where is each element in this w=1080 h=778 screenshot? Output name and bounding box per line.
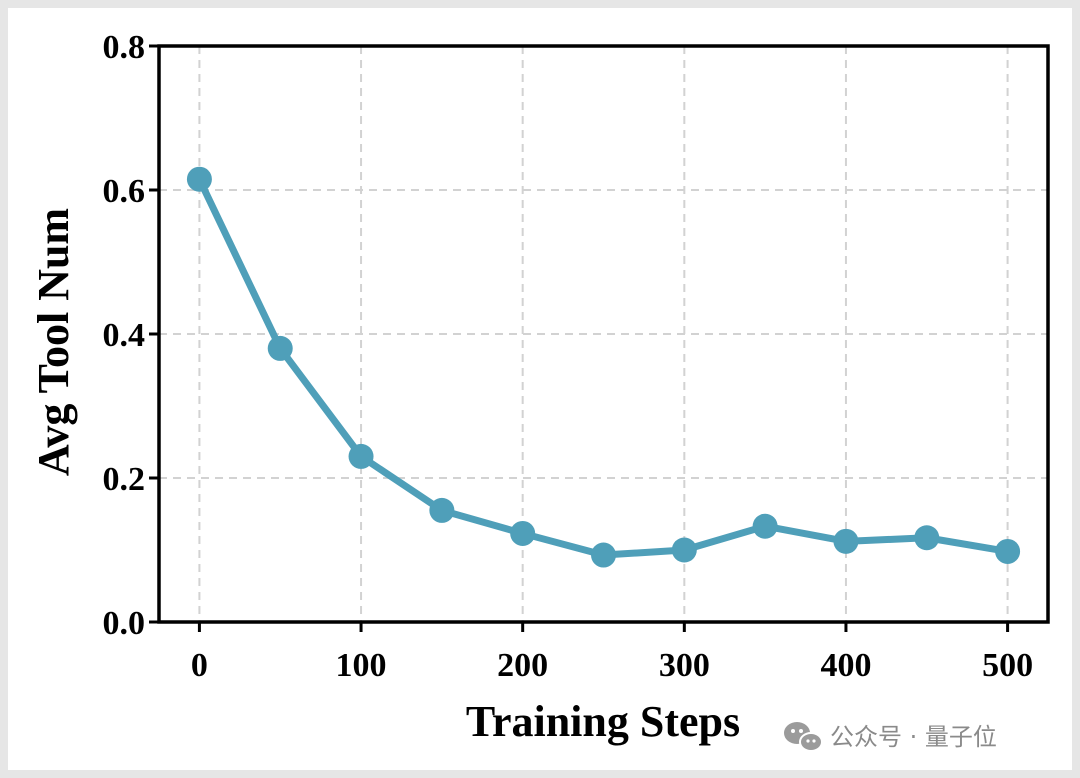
y-axis-title: Avg Tool Num	[29, 208, 78, 476]
data-point	[752, 513, 778, 539]
watermark: 公众号 · 量子位	[784, 722, 997, 752]
series-layer	[186, 166, 1021, 568]
data-point	[348, 443, 374, 469]
data-point	[510, 520, 536, 546]
x-tick-label: 500	[982, 647, 1033, 684]
y-tick-label: 0.6	[103, 173, 146, 210]
data-point	[591, 542, 616, 568]
figure-frame: 0 100 200 300 400 500 0.0 0.2 0.4 0.6 0.8 Trainin…	[8, 8, 1072, 770]
y-axis-ticks: 0.0 0.2 0.4 0.6 0.8	[103, 29, 159, 642]
x-tick-label: 400	[820, 647, 871, 684]
y-tick-label: 0.2	[103, 461, 146, 498]
data-point	[914, 525, 940, 551]
wechat-icon	[784, 722, 823, 752]
y-tick-label: 0.0	[103, 605, 146, 642]
y-tick-label: 0.4	[103, 317, 146, 354]
watermark-text: 公众号 · 量子位	[830, 723, 997, 751]
y-tick-label: 0.8	[103, 29, 146, 66]
x-tick-label: 0	[191, 647, 208, 684]
x-tick-label: 200	[497, 647, 548, 684]
data-point	[429, 497, 455, 523]
data-point	[671, 537, 697, 563]
x-tick-label: 100	[336, 647, 387, 684]
x-axis-ticks: 0 100 200 300 400 500	[191, 622, 1033, 684]
data-point	[186, 166, 212, 192]
x-tick-label: 300	[659, 647, 710, 684]
data-point	[833, 528, 859, 554]
data-point	[995, 538, 1021, 564]
series-line	[195, 175, 1012, 559]
x-axis-title: Training Steps	[466, 697, 740, 746]
line-chart: 0 100 200 300 400 500 0.0 0.2 0.4 0.6 0.8 Trainin…	[29, 29, 1050, 752]
data-point	[267, 335, 293, 361]
